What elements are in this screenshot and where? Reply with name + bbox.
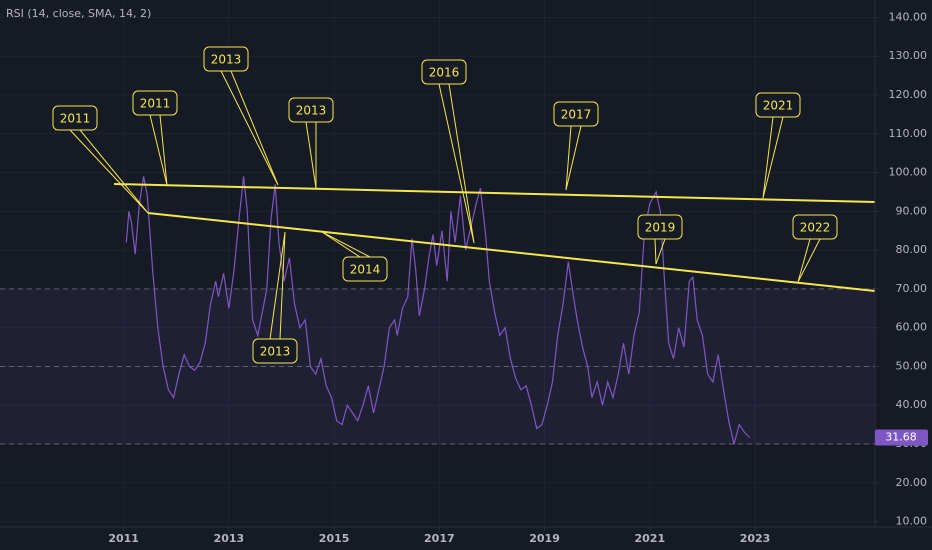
y-tick-label: 40.00 bbox=[896, 398, 928, 411]
callout-box bbox=[637, 214, 683, 240]
rsi-line bbox=[125, 176, 751, 445]
y-tick-label: 130.00 bbox=[889, 49, 928, 62]
y-tick-label: 80.00 bbox=[896, 243, 928, 256]
callout-box bbox=[792, 214, 838, 240]
callout-box bbox=[553, 101, 599, 127]
callout-label: 2022 bbox=[800, 221, 831, 235]
y-tick-label: 90.00 bbox=[896, 204, 928, 217]
callout-box bbox=[252, 338, 298, 364]
current-value-badge bbox=[875, 429, 928, 446]
callout-label: 2014 bbox=[350, 263, 381, 277]
indicator-title: RSI (14, close, SMA, 14, 2) bbox=[6, 7, 151, 20]
y-tick-label: 100.00 bbox=[889, 166, 928, 179]
callout-label: 2013 bbox=[296, 104, 327, 118]
y-tick-label: 120.00 bbox=[889, 88, 928, 101]
callout-label: 2019 bbox=[645, 221, 676, 235]
y-tick-label: 140.00 bbox=[889, 10, 928, 23]
trend-line-lower bbox=[147, 212, 876, 292]
callout-label: 2013 bbox=[260, 345, 291, 359]
x-tick-label: 2019 bbox=[529, 532, 560, 545]
y-tick-label: 20.00 bbox=[896, 476, 928, 489]
x-tick-label: 2015 bbox=[319, 532, 350, 545]
callout-label: 2011 bbox=[60, 112, 91, 126]
y-tick-label: 70.00 bbox=[896, 282, 928, 295]
callout-label: 2017 bbox=[561, 108, 592, 122]
plot bbox=[0, 176, 875, 445]
callout-box bbox=[52, 105, 98, 131]
callout-box bbox=[755, 92, 801, 118]
trend-line-upper bbox=[113, 183, 876, 203]
x-tick-label: 2013 bbox=[214, 532, 245, 545]
callout-label: 2016 bbox=[429, 66, 460, 80]
x-tick-label: 2021 bbox=[634, 532, 665, 545]
callout-label: 2021 bbox=[763, 99, 794, 113]
y-tick-label: 50.00 bbox=[896, 359, 928, 372]
axes: 10.0020.0030.0040.0050.0060.0070.0080.00… bbox=[108, 10, 928, 545]
callout-box bbox=[132, 90, 178, 116]
x-tick-label: 2017 bbox=[424, 532, 455, 545]
callout-box bbox=[288, 97, 334, 123]
callout-box bbox=[342, 256, 388, 282]
y-axis-panel bbox=[875, 0, 932, 550]
callout-label: 2013 bbox=[211, 53, 242, 67]
callout-box bbox=[421, 59, 467, 85]
y-tick-label: 10.00 bbox=[896, 515, 928, 528]
x-tick-label: 2011 bbox=[108, 532, 139, 545]
band-fill bbox=[0, 288, 875, 445]
y-tick-label: 110.00 bbox=[889, 127, 928, 140]
current-value-label: 31.68 bbox=[885, 430, 917, 443]
y-tick-label: 60.00 bbox=[896, 321, 928, 334]
callout-box bbox=[203, 46, 249, 72]
x-tick-label: 2023 bbox=[740, 532, 771, 545]
callout-label: 2011 bbox=[140, 97, 171, 111]
callouts: 2011 2011 2013 2013 2013 2014 2016 2017 2019 2021… bbox=[52, 46, 838, 364]
